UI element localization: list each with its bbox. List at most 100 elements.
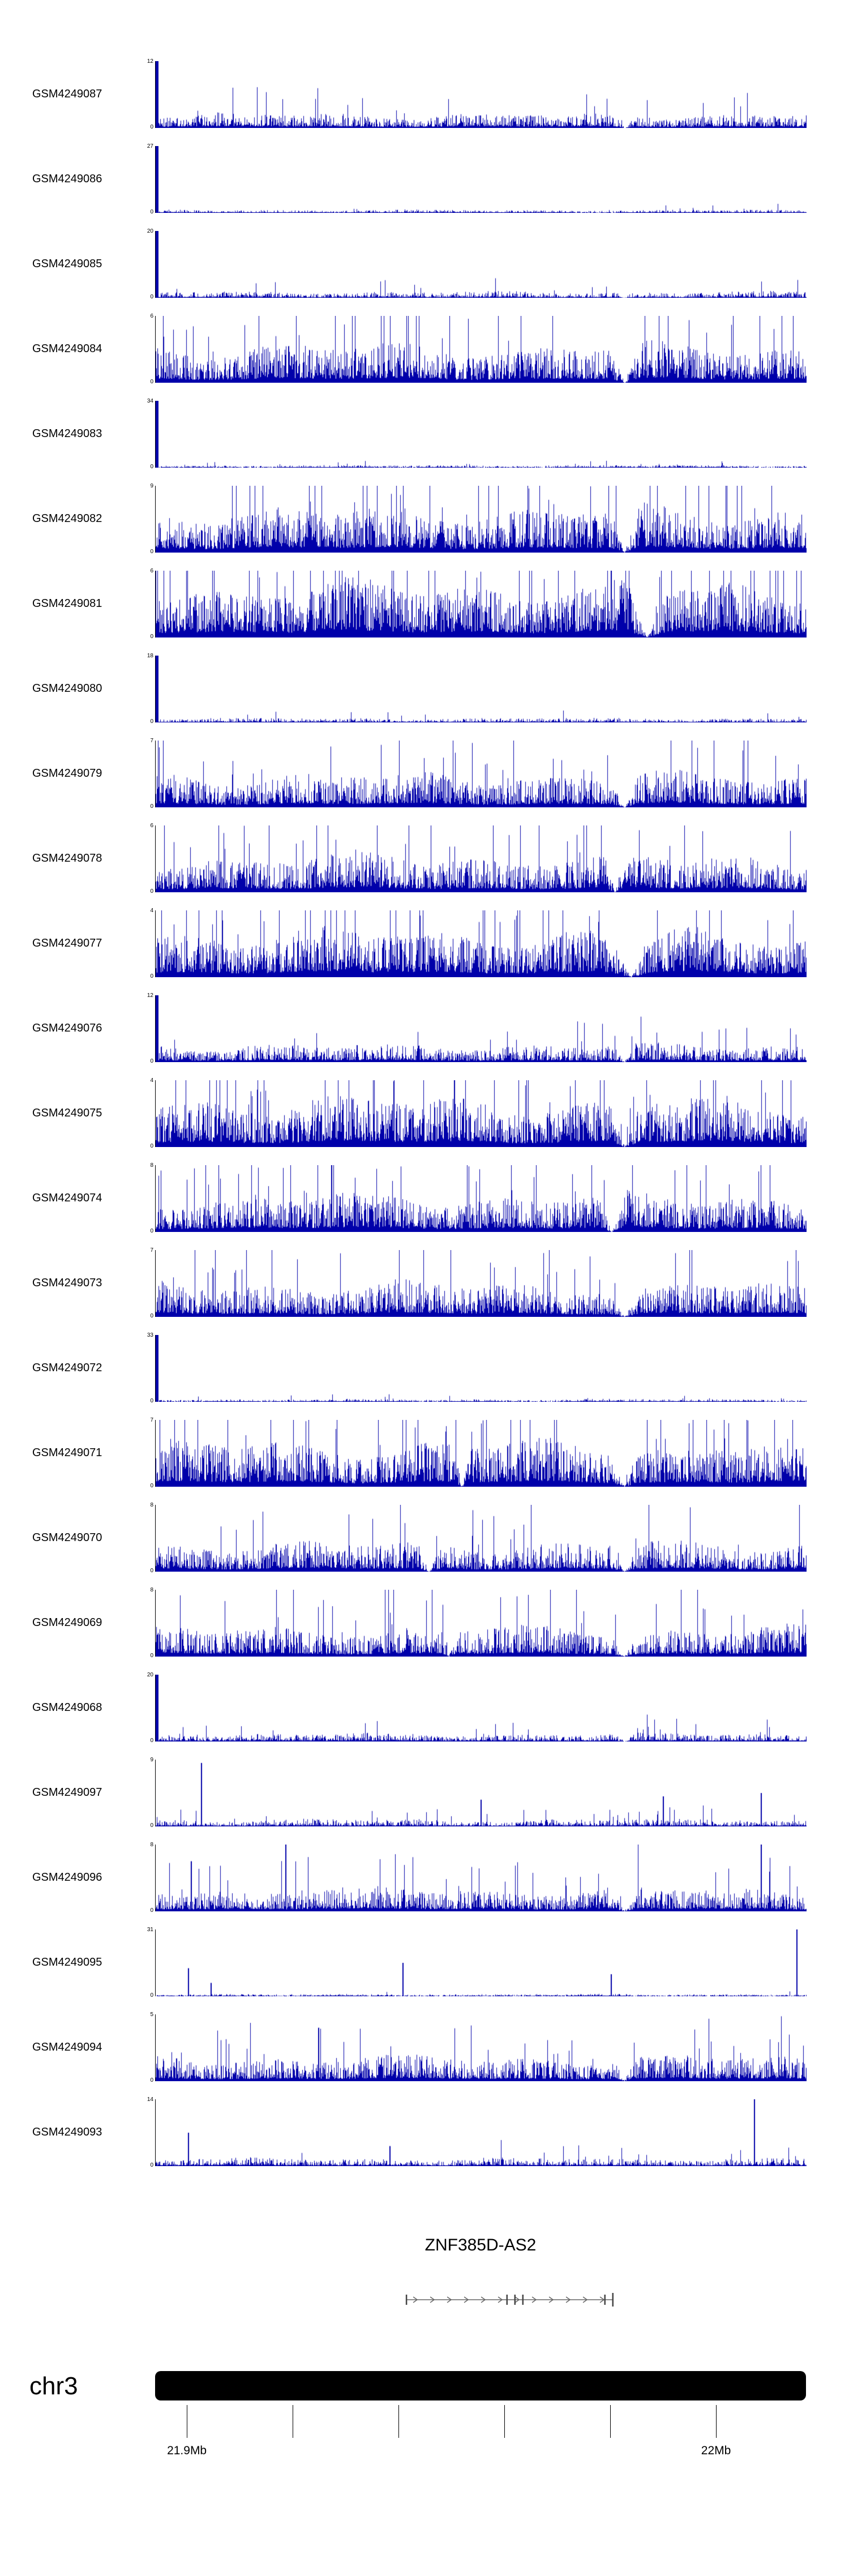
coverage-signal-canvas <box>156 401 807 468</box>
coverage-signal-canvas <box>156 2099 807 2166</box>
track-sample-label: GSM4249079 <box>32 767 102 780</box>
strand-arrow-icon <box>464 2296 469 2303</box>
track-row: GSM4249070 8 0 <box>0 1503 849 1590</box>
coverage-signal-canvas <box>156 1080 807 1147</box>
gene-model-diagram <box>405 2293 614 2307</box>
coverage-signal-canvas <box>156 656 807 722</box>
track-sample-label: GSM4249073 <box>32 1277 102 1289</box>
track-sample-label: GSM4249069 <box>32 1616 102 1629</box>
track-sample-label: GSM4249086 <box>32 173 102 185</box>
coverage-signal-canvas <box>156 231 807 298</box>
coverage-signal-canvas <box>156 61 807 128</box>
track-row: GSM4249078 6 0 <box>0 823 849 910</box>
track-sample-label: GSM4249093 <box>32 2126 102 2138</box>
y-axis-zero-label: 0 <box>150 1228 153 1234</box>
track-sample-label: GSM4249075 <box>32 1107 102 1119</box>
strand-arrow-icon <box>481 2296 486 2303</box>
y-axis-zero-label: 0 <box>150 294 153 300</box>
coverage-signal-canvas <box>156 995 807 1062</box>
coverage-signal-canvas <box>156 1590 807 1657</box>
coverage-plot: 14 0 <box>147 2097 807 2168</box>
y-axis-max-label: 4 <box>150 908 153 914</box>
y-axis-max-label: 33 <box>147 1332 153 1338</box>
axis-tick-label: 21.9Mb <box>167 2444 207 2457</box>
y-axis-zero-label: 0 <box>150 1313 153 1319</box>
coverage-signal-canvas <box>156 1420 807 1487</box>
strand-arrow-icon <box>498 2296 503 2303</box>
coverage-tracks: GSM4249087 12 0 GSM4249086 27 0 GSM4249085 20 0 G… <box>0 59 849 2184</box>
coverage-signal-canvas <box>156 741 807 807</box>
coverage-plot: 34 0 <box>147 399 807 470</box>
y-axis-zero-label: 0 <box>150 1653 153 1659</box>
track-sample-label: GSM4249084 <box>32 343 102 355</box>
y-axis-zero-label: 0 <box>150 1568 153 1574</box>
coverage-signal-canvas <box>156 1929 807 1996</box>
axis-tick <box>716 2405 717 2438</box>
track-sample-label: GSM4249082 <box>32 512 102 525</box>
track-row: GSM4249077 4 0 <box>0 908 849 995</box>
y-axis-zero-label: 0 <box>150 634 153 640</box>
track-sample-label: GSM4249085 <box>32 258 102 270</box>
track-row: GSM4249094 5 0 <box>0 2012 849 2099</box>
track-sample-label: GSM4249087 <box>32 88 102 100</box>
chromosome-label: chr3 <box>29 2372 78 2400</box>
y-axis-max-label: 8 <box>150 1162 153 1169</box>
y-axis-zero-label: 0 <box>150 549 153 555</box>
y-axis-max-label: 7 <box>150 738 153 744</box>
y-axis-zero-label: 0 <box>150 2077 153 2083</box>
y-axis-zero-label: 0 <box>150 124 153 130</box>
track-sample-label: GSM4249094 <box>32 2041 102 2053</box>
track-row: GSM4249069 8 0 <box>0 1587 849 1675</box>
strand-arrow-icon <box>531 2296 537 2303</box>
track-row: GSM4249073 7 0 <box>0 1248 849 1335</box>
y-axis-max-label: 31 <box>147 1927 153 1933</box>
track-sample-label: GSM4249068 <box>32 1701 102 1714</box>
coverage-signal-canvas <box>156 1335 807 1402</box>
coverage-plot: 33 0 <box>147 1333 807 1404</box>
coverage-signal-canvas <box>156 571 807 637</box>
y-axis-max-label: 12 <box>147 992 153 999</box>
strand-arrow-icon <box>599 2296 605 2303</box>
coverage-plot: 18 0 <box>147 653 807 725</box>
chromosome-ideogram-bar <box>155 2371 806 2400</box>
track-sample-label: GSM4249078 <box>32 852 102 865</box>
track-sample-label: GSM4249083 <box>32 427 102 440</box>
track-row: GSM4249079 7 0 <box>0 738 849 825</box>
y-axis-zero-label: 0 <box>150 718 153 725</box>
track-row: GSM4249086 27 0 <box>0 144 849 231</box>
coverage-signal-canvas <box>156 1675 807 1741</box>
y-axis-zero-label: 0 <box>150 1738 153 1744</box>
y-axis-max-label: 8 <box>150 1587 153 1593</box>
y-axis-max-label: 9 <box>150 483 153 489</box>
strand-arrow-icon <box>582 2296 588 2303</box>
track-sample-label: GSM4249095 <box>32 1956 102 1969</box>
track-row: GSM4249072 33 0 <box>0 1333 849 1420</box>
track-sample-label: GSM4249077 <box>32 937 102 949</box>
y-axis-max-label: 6 <box>150 568 153 574</box>
track-row: GSM4249096 8 0 <box>0 1842 849 1929</box>
axis-tick <box>610 2405 611 2438</box>
y-axis-zero-label: 0 <box>150 1822 153 1829</box>
strand-arrow-icon <box>413 2296 418 2303</box>
coverage-signal-canvas <box>156 486 807 553</box>
y-axis-max-label: 9 <box>150 1757 153 1763</box>
y-axis-zero-label: 0 <box>150 1992 153 1999</box>
y-axis-max-label: 14 <box>147 2096 153 2103</box>
track-row: GSM4249083 34 0 <box>0 399 849 486</box>
track-row: GSM4249076 12 0 <box>0 992 849 1080</box>
y-axis-max-label: 4 <box>150 1077 153 1084</box>
track-row: GSM4249095 31 0 <box>0 1927 849 2014</box>
strand-arrow-icon <box>548 2296 554 2303</box>
y-axis-zero-label: 0 <box>150 1058 153 1064</box>
coverage-signal-canvas <box>156 1165 807 1232</box>
track-row: GSM4249075 4 0 <box>0 1077 849 1165</box>
